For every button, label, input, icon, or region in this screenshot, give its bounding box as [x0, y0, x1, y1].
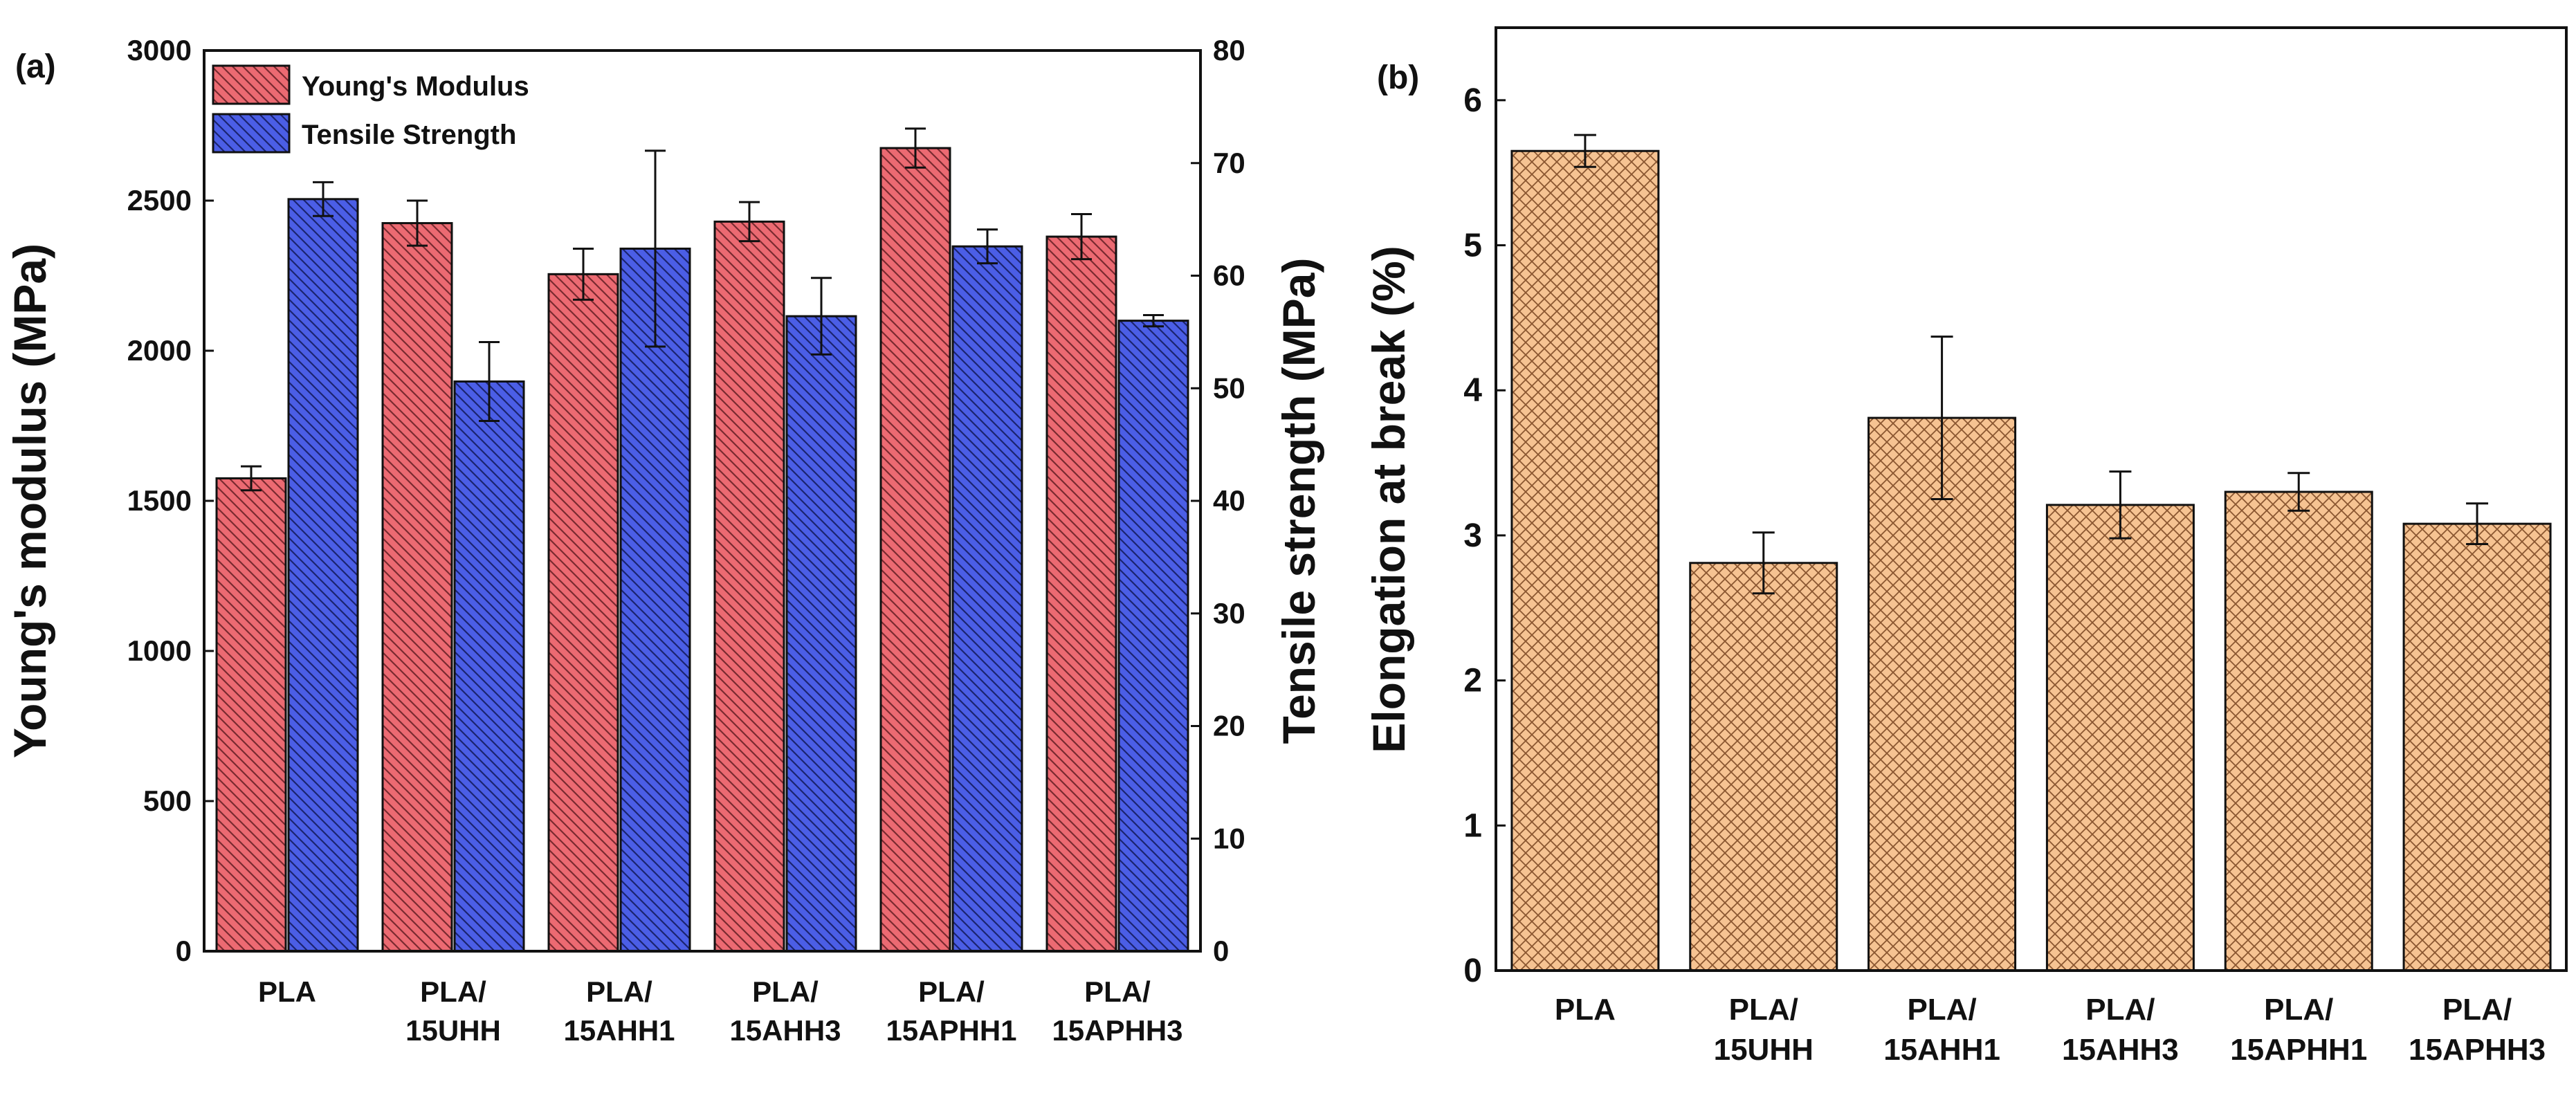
- error-bar-young-s-modulus-4: [905, 127, 926, 169]
- legend-swatch-youngs-modulus: [212, 64, 291, 105]
- panel-b-x-tick-label: PLA/: [1729, 993, 1798, 1027]
- panel-b-y-tick-label: 2: [1463, 663, 1482, 699]
- panel-b-x-tick-label: PLA: [1555, 993, 1616, 1027]
- bar-young-s-modulus-2: [547, 273, 619, 953]
- error-bar-young-s-modulus-2: [573, 247, 594, 301]
- panel-a-label: (a): [15, 48, 56, 85]
- panel-b-frame: [1495, 26, 2568, 972]
- panel-b-x-tick-label: PLA/: [2442, 993, 2512, 1027]
- bar-elongation-5: [2402, 522, 2552, 972]
- panel-b-chart: (b) PLA PLA/15UHH PLA/15AHH1 PLA/15AHH3 PLA/…: [1363, 26, 2568, 1067]
- bar-tensile-strength-3: [785, 315, 857, 953]
- error-bar-young-s-modulus-3: [739, 201, 760, 243]
- panel-b-x-tick-label: 15UHH: [1714, 1033, 1814, 1067]
- panel-b-y-tick-label: 5: [1463, 228, 1482, 264]
- panel-a-frame: [203, 49, 1202, 953]
- error-bar-elongation-0: [1573, 134, 1596, 168]
- panel-a-x-tick-label: PLA/: [752, 975, 819, 1008]
- error-bar-elongation-1: [1752, 531, 1775, 595]
- panel-a-y2-tick-label: 30: [1213, 597, 1245, 630]
- error-bar-elongation-2: [1930, 336, 1953, 500]
- bar-young-s-modulus-4: [879, 147, 951, 953]
- panel-a-x-tick-label: 15AHH1: [563, 1014, 675, 1047]
- panel-b-label: (b): [1377, 59, 1419, 96]
- bar-tensile-strength-5: [1117, 320, 1189, 953]
- panel-b-x-tick-label: PLA/: [1907, 993, 1976, 1027]
- panel-b-x-tick-label: PLA/: [2264, 993, 2333, 1027]
- panel-b-x-tick-label: 15APHH3: [2409, 1033, 2546, 1067]
- panel-a-chart: (a) PLA PLA/15UHH PLA/15AHH1 PLA/15AHH3 PLA/…: [4, 34, 1324, 1047]
- panel-a-x-tick-label: PLA/: [918, 975, 985, 1008]
- error-bar-tensile-strength-0: [313, 181, 334, 217]
- legend-swatch-tensile-strength: [212, 113, 291, 154]
- panel-a-y-tick-label: 1500: [127, 484, 192, 517]
- panel-b-x-tick-label: 15APHH1: [2230, 1033, 2367, 1067]
- error-bar-young-s-modulus-1: [407, 199, 428, 247]
- panel-a-y2-tick-label: 0: [1213, 935, 1229, 967]
- panel-a-x-tick-label: 15AHH3: [729, 1014, 841, 1047]
- panel-a-y-tick-label: 500: [143, 784, 192, 817]
- panel-a-y2-tick-label: 70: [1213, 147, 1245, 179]
- error-bar-tensile-strength-5: [1143, 313, 1164, 328]
- legend-label-tensile-strength: Tensile Strength: [302, 120, 516, 150]
- error-bar-elongation-4: [2287, 472, 2310, 512]
- panel-b-x-tick-label: PLA/: [2085, 993, 2155, 1027]
- panel-a-y2-tick-label: 80: [1213, 34, 1245, 66]
- error-bar-tensile-strength-2: [645, 149, 666, 348]
- bar-elongation-1: [1689, 562, 1838, 972]
- panel-a-y-tick-label: 2500: [127, 184, 192, 217]
- panel-a-y2-tick-label: 60: [1213, 259, 1245, 292]
- error-bar-young-s-modulus-5: [1071, 213, 1092, 261]
- panel-a-x-tick-label: PLA/: [1084, 975, 1151, 1008]
- bar-elongation-3: [2045, 504, 2195, 972]
- panel-a-y-tick-label: 2000: [127, 334, 192, 367]
- panel-a-y-tick-label: 3000: [127, 34, 192, 66]
- panel-b-y-tick-label: 0: [1463, 953, 1482, 989]
- panel-b-x-tick-label: 15AHH3: [2062, 1033, 2179, 1067]
- panel-a-x-tick-label: 15UHH: [405, 1014, 501, 1047]
- bar-elongation-0: [1510, 149, 1660, 972]
- legend-label-youngs-modulus: Young's Modulus: [302, 71, 529, 102]
- error-bar-tensile-strength-4: [977, 228, 998, 265]
- bar-young-s-modulus-5: [1045, 235, 1117, 953]
- bar-tensile-strength-0: [287, 198, 359, 953]
- bar-elongation-4: [2224, 490, 2373, 972]
- error-bar-elongation-3: [2109, 470, 2132, 540]
- bar-tensile-strength-4: [951, 245, 1023, 953]
- panel-a-y2-tick-label: 20: [1213, 710, 1245, 742]
- panel-a-x-tick-label: 15APHH1: [886, 1014, 1016, 1047]
- bar-tensile-strength-2: [619, 247, 691, 953]
- panel-b-y-tick-label: 3: [1463, 517, 1482, 554]
- panel-a-y2-tick-label: 10: [1213, 822, 1245, 854]
- panel-b-y-tick-label: 4: [1463, 372, 1482, 409]
- bar-young-s-modulus-1: [381, 222, 453, 953]
- panel-a-x-tick-label: PLA: [258, 975, 316, 1008]
- bar-young-s-modulus-3: [713, 220, 785, 953]
- panel-b-y-tick-label: 6: [1463, 82, 1482, 119]
- bar-young-s-modulus-0: [215, 477, 287, 953]
- error-bar-tensile-strength-1: [479, 341, 500, 422]
- panel-b-x-tick-label: 15AHH1: [1883, 1033, 2000, 1067]
- panel-a-x-tick-label: PLA/: [586, 975, 652, 1008]
- bar-tensile-strength-1: [453, 380, 525, 953]
- bar-elongation-2: [1867, 416, 2017, 972]
- panel-b-y-tick-label: 1: [1463, 807, 1482, 844]
- error-bar-young-s-modulus-0: [241, 465, 262, 492]
- error-bar-tensile-strength-3: [811, 277, 832, 356]
- panel-a-y-tick-label: 0: [176, 935, 192, 967]
- panel-a-y2-tick-label: 40: [1213, 484, 1245, 517]
- panel-b-y-axis-title: Elongation at break (%): [1363, 246, 1414, 753]
- panel-a-y-tick-label: 1000: [127, 634, 192, 667]
- panel-a-legend: Young's Modulus Tensile Strength: [212, 64, 529, 154]
- panel-a-y2-tick-label: 50: [1213, 371, 1245, 404]
- panel-a-x-tick-label: PLA/: [420, 975, 486, 1008]
- panel-a-y-axis-title: Young's modulus (MPa): [4, 244, 55, 758]
- panel-a-x-tick-label: 15APHH3: [1052, 1014, 1182, 1047]
- error-bar-elongation-5: [2466, 502, 2489, 546]
- panel-a-y2-axis-title: Tensile strength (MPa): [1273, 258, 1324, 744]
